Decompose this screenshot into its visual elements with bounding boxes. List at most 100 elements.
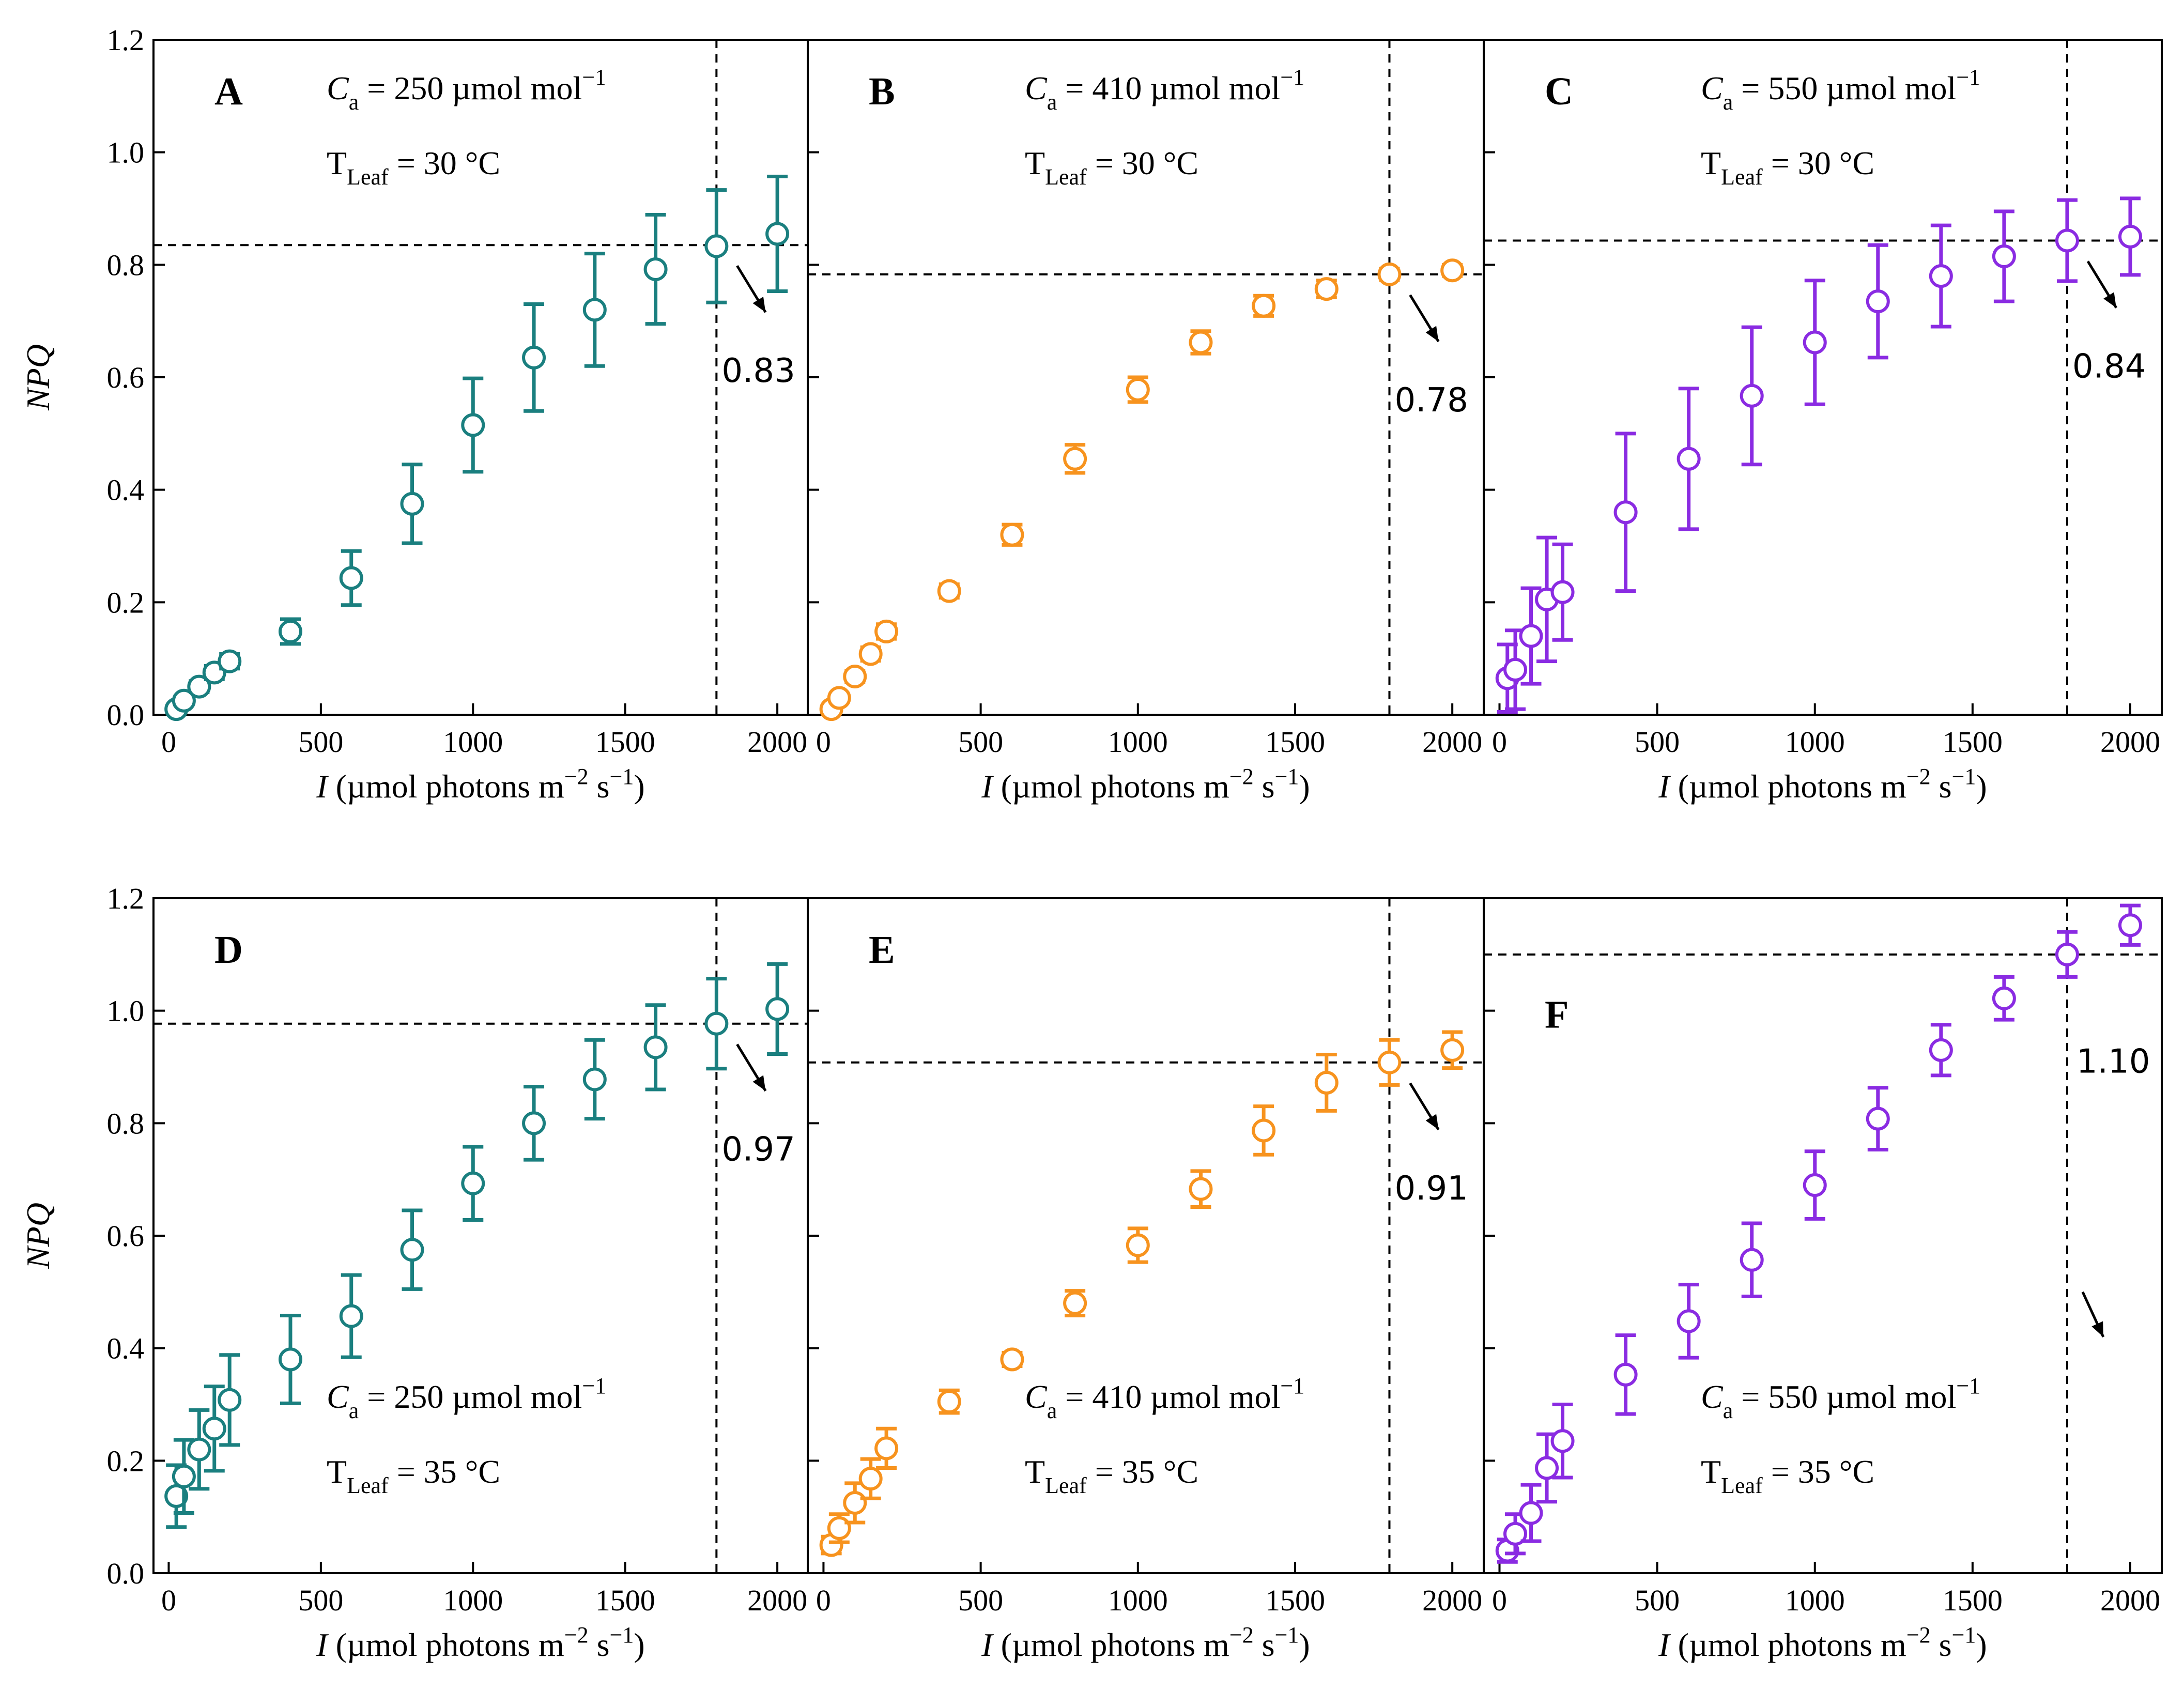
data-point (582, 252, 607, 368)
point-marker (1440, 258, 1465, 283)
panel-e: 0 500 1000 1500 2000 I (µmol photons m−2 s−1)… (807, 897, 1485, 1663)
point-marker (1252, 1118, 1276, 1143)
point-marker (1677, 447, 1701, 471)
point-marker (1503, 657, 1528, 682)
point-marker (1189, 1177, 1213, 1201)
point-marker (400, 491, 424, 516)
data-point (1535, 1432, 1559, 1504)
point-marker (1377, 1050, 1402, 1074)
point-marker (1189, 330, 1213, 355)
x-tick-label: 0 (816, 725, 831, 759)
data-point (582, 1038, 607, 1121)
point-marker (765, 222, 790, 246)
y-tick-label: 0.0 (107, 1557, 145, 1590)
data-point (1550, 542, 1575, 642)
data-point (339, 549, 363, 607)
data-point (2118, 903, 2142, 947)
data-point (1929, 223, 1953, 329)
data-point (1314, 1053, 1339, 1113)
data-point (461, 376, 485, 474)
data-point (643, 212, 668, 326)
data-point (1189, 1169, 1213, 1209)
point-marker (1992, 986, 2016, 1010)
data-point (874, 1426, 899, 1470)
y-tick-label: 0.6 (107, 1219, 145, 1253)
point-marker (522, 1111, 546, 1135)
data-point (1063, 1289, 1087, 1318)
data-point (172, 1438, 196, 1515)
point-marker (874, 619, 899, 643)
data-point (461, 1145, 485, 1222)
point-marker (582, 298, 607, 322)
pointer-arrow-head (1425, 326, 1439, 342)
data-point (1740, 1221, 1764, 1299)
data-point (218, 649, 242, 673)
point-marker (218, 1388, 242, 1412)
point-marker (164, 1484, 189, 1508)
point-marker (2055, 228, 2079, 253)
panel-letter: E (869, 928, 895, 972)
point-marker (339, 566, 363, 590)
data-point (1252, 1104, 1276, 1157)
point-marker (858, 1467, 883, 1491)
data-point (1550, 1403, 1575, 1480)
data-point (765, 174, 790, 293)
x-tick-label: 1000 (1108, 725, 1168, 759)
point-marker (1992, 244, 2016, 269)
threshold-value-label: 1.10 (2077, 1042, 2150, 1081)
data-point (2055, 198, 2079, 283)
ca-condition: Ca = 550 µmol mol−1 (1701, 65, 1980, 115)
point-marker (339, 1304, 363, 1328)
data-point (704, 188, 729, 304)
point-marker (1677, 1309, 1701, 1333)
x-tick-label: 1000 (443, 725, 503, 759)
x-axis-title: I (µmol photons m−2 s−1) (1658, 764, 1987, 805)
point-marker (172, 1464, 196, 1488)
point-marker (278, 619, 302, 643)
x-tick-label: 1000 (1785, 725, 1845, 759)
y-tick-label: 0.0 (107, 698, 145, 732)
data-point (202, 1385, 226, 1473)
panel-letter: F (1545, 993, 1568, 1036)
point-marker (1613, 500, 1638, 525)
point-marker (1063, 447, 1087, 471)
point-marker (1535, 1456, 1559, 1480)
point-marker (461, 413, 485, 437)
point-marker (1740, 1248, 1764, 1272)
data-point (1929, 1023, 1953, 1078)
data-point (187, 674, 211, 699)
point-marker (582, 1067, 607, 1092)
x-tick-label: 500 (958, 1584, 1003, 1617)
x-axis-title: I (µmol photons m−2 s−1) (1658, 1622, 1987, 1663)
panel-a: 0 500 1000 1500 2000 0.0 0.2 0.4 0.6 0.8 1.0 1.2 NPQ… (20, 23, 809, 805)
data-point (1677, 387, 1701, 531)
panel-f: 0 500 1000 1500 2000 I (µmol photons m−2 s−1)… (1483, 897, 2163, 1663)
x-axis-title: I (µmol photons m−2 s−1) (981, 764, 1310, 805)
data-point (339, 1273, 363, 1359)
point-marker (1440, 1038, 1465, 1062)
y-tick-label: 1.0 (107, 994, 145, 1028)
data-point (1866, 1086, 1890, 1151)
x-tick-label: 0 (161, 725, 176, 759)
x-tick-label: 1000 (443, 1584, 503, 1617)
data-point (1613, 1333, 1638, 1416)
point-marker (2118, 913, 2142, 937)
panel-c: 0 500 1000 1500 2000 I (µmol photons m−2 s−1)… (1483, 39, 2163, 805)
data-point (1063, 443, 1087, 475)
data-point (1740, 325, 1764, 467)
point-marker (202, 1417, 226, 1441)
data-point (937, 579, 961, 603)
panel-letter: B (869, 70, 895, 113)
point-marker (843, 664, 867, 688)
data-point (1126, 375, 1150, 404)
x-tick-label: 2000 (1422, 725, 1482, 759)
threshold-value-label: 0.91 (1394, 1170, 1468, 1208)
point-marker (1063, 1291, 1087, 1315)
data-point (522, 1085, 546, 1162)
point-marker (827, 686, 851, 710)
data-point (202, 660, 226, 685)
x-axis-title: I (µmol photons m−2 s−1) (981, 1622, 1310, 1663)
data-point (1503, 1512, 1528, 1556)
y-tick-label: 0.4 (107, 473, 145, 507)
data-point (858, 642, 883, 666)
